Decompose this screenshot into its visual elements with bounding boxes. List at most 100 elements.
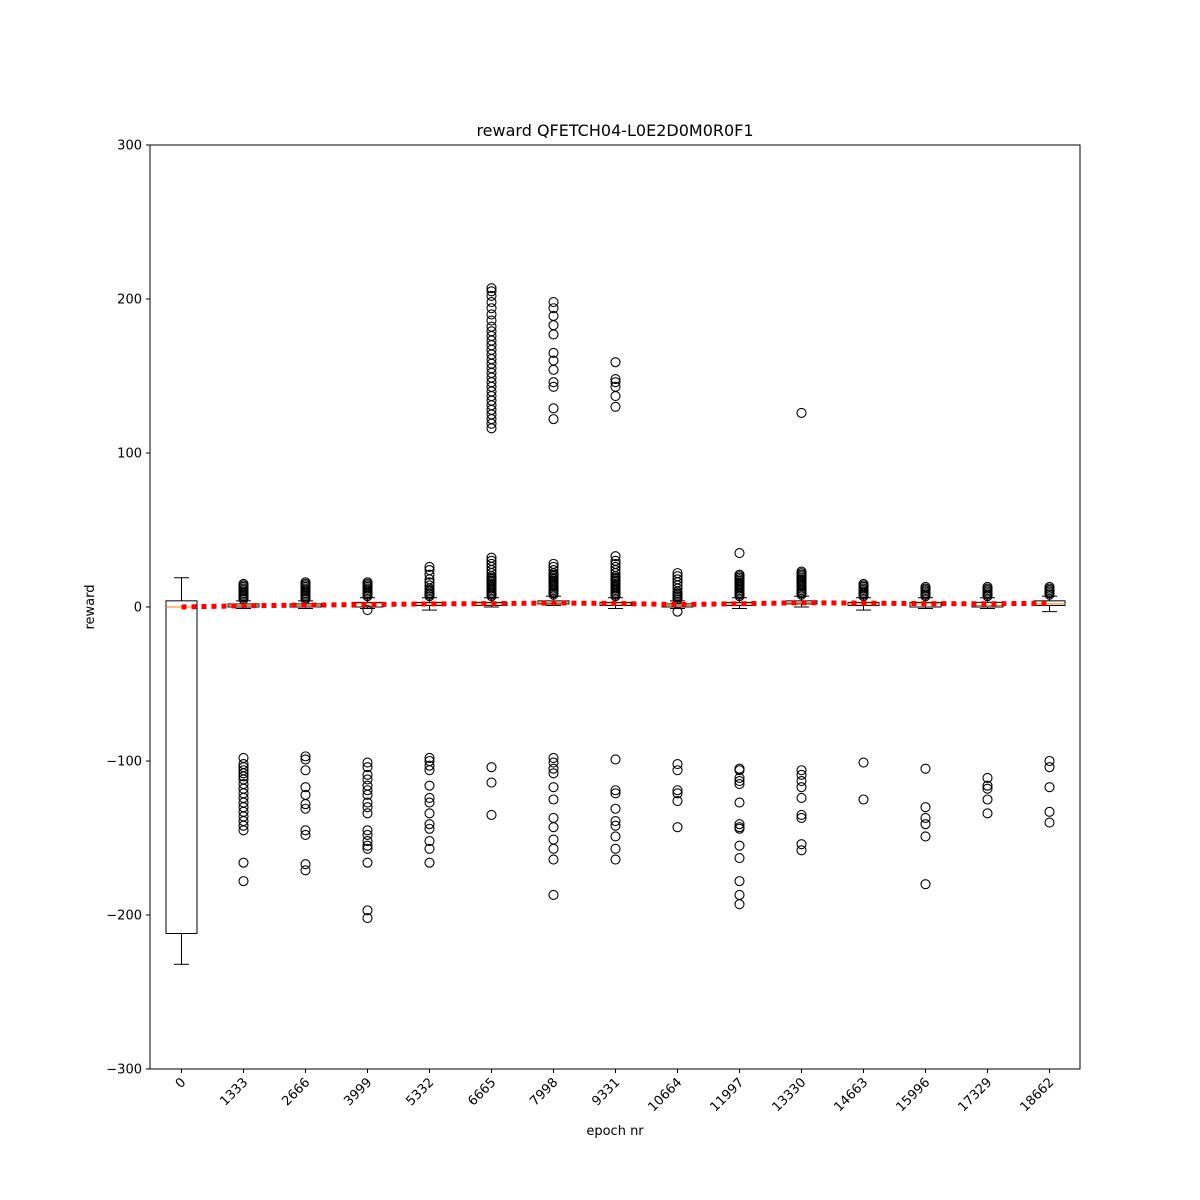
y-tick-label: 100	[117, 447, 142, 462]
flier-point	[920, 879, 931, 890]
flier-point	[610, 785, 621, 796]
flier-point	[548, 297, 559, 308]
flier-point	[734, 823, 745, 834]
flier-point	[796, 845, 807, 856]
flier-point	[362, 802, 373, 813]
flier-point	[362, 829, 373, 840]
flier-point	[610, 551, 621, 562]
box-5332	[413, 561, 446, 868]
flier-point	[486, 777, 497, 788]
flier-point	[424, 577, 435, 588]
flier-point	[548, 414, 559, 425]
flier-point	[362, 836, 373, 847]
flier-point	[734, 772, 745, 783]
flier-point	[300, 803, 311, 814]
flier-point	[796, 809, 807, 820]
flier-point	[548, 768, 559, 779]
flier-point	[672, 606, 683, 617]
flier-point	[300, 782, 311, 793]
y-tick-label: −300	[106, 1063, 142, 1078]
flier-point	[362, 808, 373, 819]
flier-point	[238, 768, 249, 779]
flier-point	[982, 794, 993, 805]
flier-point	[424, 857, 435, 868]
flier-point	[362, 857, 373, 868]
flier-point	[548, 310, 559, 321]
flier-point	[734, 765, 745, 776]
y-tick-label: −200	[106, 909, 142, 924]
box-11997	[723, 548, 756, 910]
flier-point	[486, 309, 497, 320]
box-7998	[537, 297, 570, 901]
chart-title: reward QFETCH04-L0E2D0M0R0F1	[476, 121, 753, 140]
flier-point	[238, 825, 249, 836]
flier-point	[734, 779, 745, 790]
flier-point	[672, 574, 683, 585]
flier-point	[300, 765, 311, 776]
flier-point	[796, 782, 807, 793]
flier-point	[362, 843, 373, 854]
flier-point	[362, 840, 373, 851]
y-tick-label: 0	[134, 601, 142, 616]
flier-point	[486, 558, 497, 569]
flier-point	[796, 765, 807, 776]
flier-point	[1044, 762, 1055, 773]
flier-point	[1044, 755, 1055, 767]
flier-point	[672, 822, 683, 833]
flier-point	[610, 558, 621, 569]
flier-point	[920, 819, 931, 830]
flier-point	[610, 754, 621, 765]
flier-point	[610, 381, 621, 392]
flier-point	[610, 854, 621, 865]
flier-point	[610, 803, 621, 814]
flier-point	[362, 789, 373, 800]
flier-point	[486, 297, 497, 308]
flier-point	[982, 780, 993, 791]
flier-point	[300, 859, 311, 870]
flier-point	[610, 816, 621, 827]
flier-point	[424, 561, 435, 573]
flier-point	[920, 763, 931, 774]
flier-point	[672, 571, 683, 582]
flier-point	[548, 752, 559, 763]
flier-point	[300, 754, 311, 765]
flier-point	[610, 374, 621, 385]
flier-point	[424, 836, 435, 847]
flier-point	[734, 569, 745, 580]
flier-point	[548, 561, 559, 573]
flier-point	[920, 831, 931, 842]
flier-point	[486, 555, 497, 566]
y-tick-label: −100	[106, 755, 142, 770]
flier-point	[548, 377, 559, 388]
y-tick-label: 200	[117, 293, 142, 308]
flier-point	[858, 578, 869, 589]
flier-point	[734, 876, 745, 887]
flier-point	[548, 822, 559, 833]
flier-point	[610, 377, 621, 388]
flier-point	[734, 852, 745, 864]
flier-point	[548, 403, 559, 414]
flier-point	[734, 899, 745, 910]
flier-point	[796, 769, 807, 780]
plot-area	[165, 283, 1066, 965]
flier-point	[672, 788, 683, 799]
flier-point	[610, 561, 621, 573]
flier-point	[796, 407, 807, 419]
flier-point	[362, 762, 373, 773]
flier-point	[424, 792, 435, 804]
flier-point	[424, 752, 435, 763]
box-body	[165, 600, 198, 934]
flier-point	[300, 829, 311, 840]
flier-point	[362, 825, 373, 836]
flier-point	[610, 401, 621, 412]
box-3999	[351, 577, 384, 924]
flier-point	[486, 326, 497, 337]
flier-point	[362, 797, 373, 808]
flier-point	[424, 797, 435, 808]
flier-point	[610, 820, 621, 831]
flier-point	[362, 757, 373, 768]
flier-point	[424, 808, 435, 819]
flier-point	[548, 854, 559, 865]
